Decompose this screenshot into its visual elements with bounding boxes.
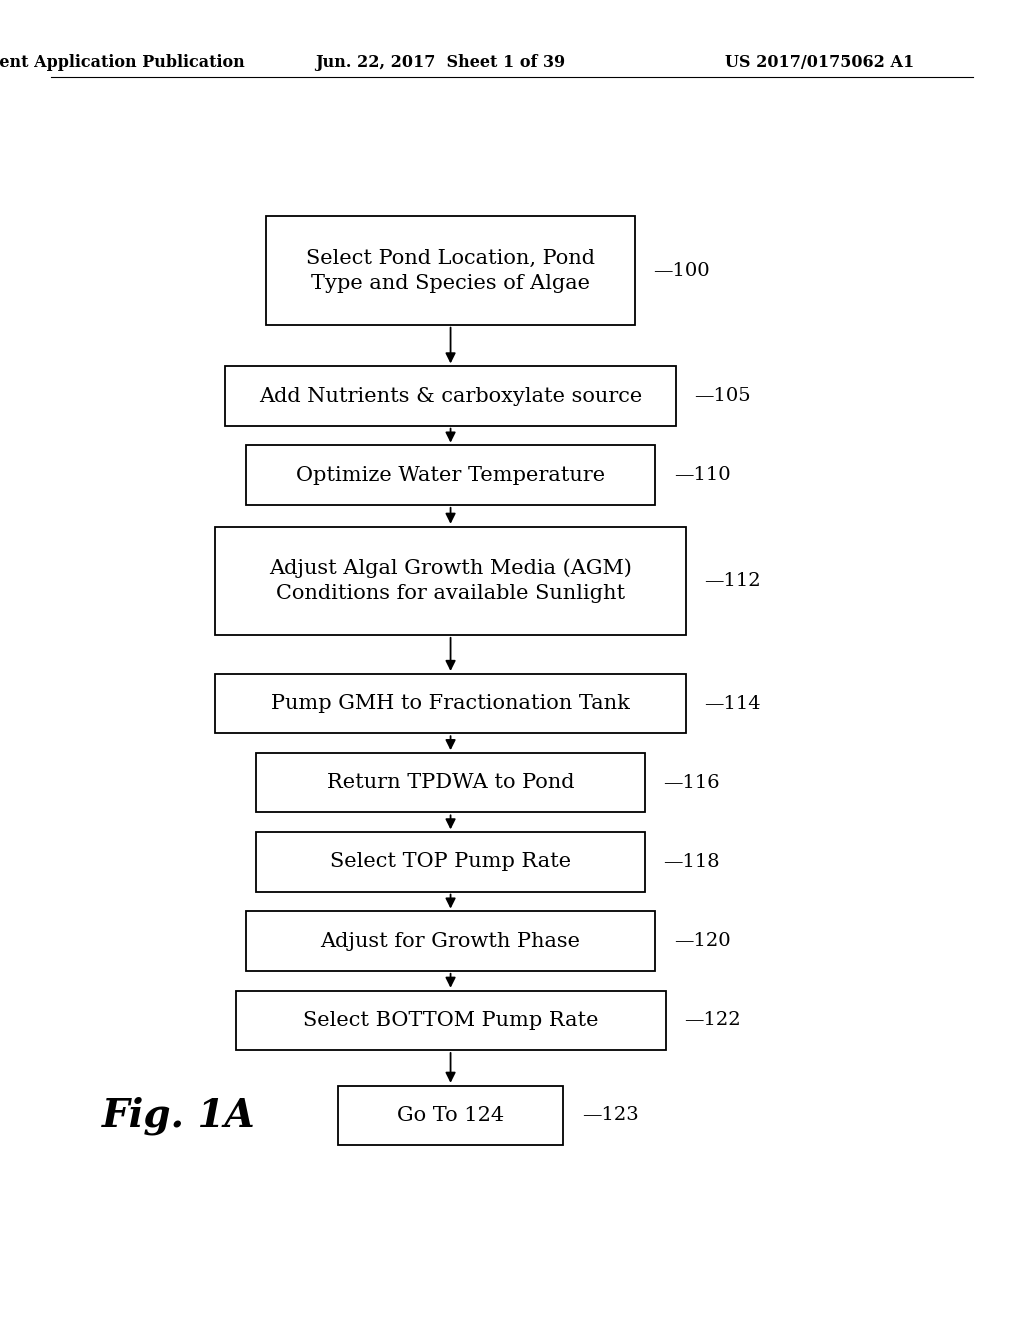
Text: Jun. 22, 2017  Sheet 1 of 39: Jun. 22, 2017 Sheet 1 of 39: [315, 54, 565, 70]
FancyBboxPatch shape: [225, 366, 676, 425]
Text: —123: —123: [582, 1106, 638, 1125]
Text: Adjust for Growth Phase: Adjust for Growth Phase: [321, 932, 581, 950]
Text: —112: —112: [705, 572, 761, 590]
Text: Adjust Algal Growth Media (AGM)
Conditions for available Sunlight: Adjust Algal Growth Media (AGM) Conditio…: [269, 558, 632, 603]
FancyBboxPatch shape: [256, 752, 645, 813]
Text: Add Nutrients & carboxylate source: Add Nutrients & carboxylate source: [259, 387, 642, 405]
Text: —100: —100: [653, 261, 710, 280]
Text: Select TOP Pump Rate: Select TOP Pump Rate: [330, 853, 571, 871]
FancyBboxPatch shape: [236, 990, 666, 1051]
FancyBboxPatch shape: [266, 216, 635, 325]
FancyBboxPatch shape: [215, 673, 686, 734]
Text: Select Pond Location, Pond
Type and Species of Algae: Select Pond Location, Pond Type and Spec…: [306, 248, 595, 293]
Text: Pump GMH to Fractionation Tank: Pump GMH to Fractionation Tank: [271, 694, 630, 713]
FancyBboxPatch shape: [338, 1085, 563, 1144]
Text: Optimize Water Temperature: Optimize Water Temperature: [296, 466, 605, 484]
Text: Patent Application Publication: Patent Application Publication: [0, 54, 245, 70]
FancyBboxPatch shape: [246, 912, 655, 972]
FancyBboxPatch shape: [215, 527, 686, 635]
Text: —114: —114: [705, 694, 761, 713]
FancyBboxPatch shape: [256, 833, 645, 892]
Text: —105: —105: [694, 387, 751, 405]
Text: Go To 124: Go To 124: [397, 1106, 504, 1125]
Text: Fig. 1A: Fig. 1A: [102, 1096, 256, 1135]
Text: Return TPDWA to Pond: Return TPDWA to Pond: [327, 774, 574, 792]
Text: US 2017/0175062 A1: US 2017/0175062 A1: [725, 54, 913, 70]
Text: —122: —122: [684, 1011, 740, 1030]
Text: —110: —110: [674, 466, 730, 484]
Text: —118: —118: [664, 853, 720, 871]
Text: —120: —120: [674, 932, 730, 950]
Text: —116: —116: [664, 774, 720, 792]
Text: Select BOTTOM Pump Rate: Select BOTTOM Pump Rate: [303, 1011, 598, 1030]
FancyBboxPatch shape: [246, 445, 655, 504]
